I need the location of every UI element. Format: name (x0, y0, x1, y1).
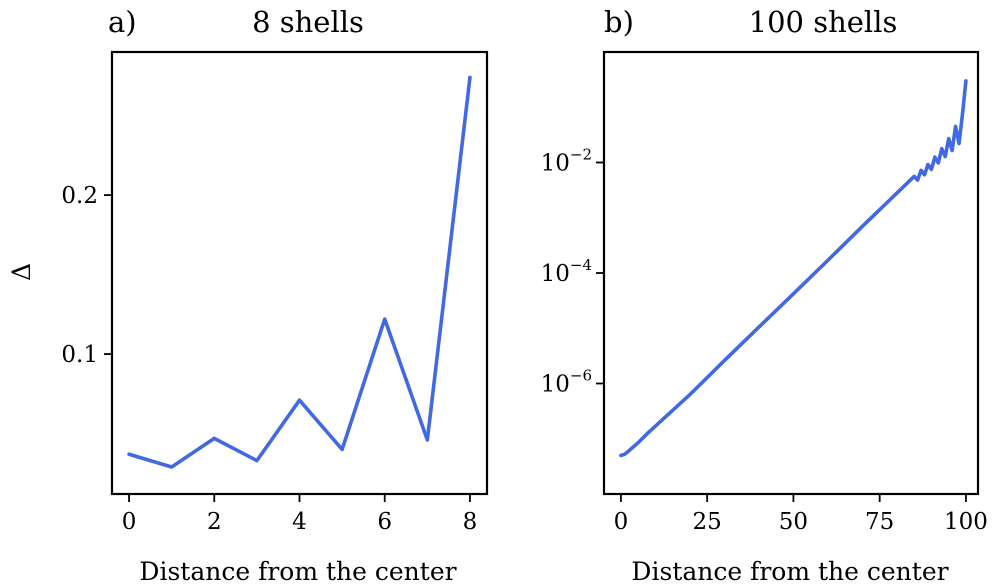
panel-a-xticks: 0 2 4 6 8 (122, 494, 478, 535)
x-tick-label: 75 (865, 509, 894, 535)
panel-a-series-line (127, 75, 472, 469)
panel-a-xlabel: Distance from the center (139, 557, 456, 586)
x-tick-label: 50 (779, 509, 808, 535)
panel-b-title: 100 shells (749, 5, 898, 39)
panel-b-frame (602, 50, 980, 496)
panel-b-tag: b) (604, 5, 634, 39)
y-tick-label-base: 10 (541, 261, 570, 287)
x-tick-label: 4 (292, 509, 307, 535)
y-tick-label-exponent: −4 (570, 256, 592, 274)
panel-a-tag: a) (108, 5, 137, 39)
x-tick-label: 25 (693, 509, 722, 535)
panel-a-title: 8 shells (252, 5, 364, 39)
panel-a-frame (110, 50, 489, 496)
panel-b-series-line (619, 79, 968, 458)
y-tick-label-base: 10 (541, 372, 570, 398)
y-tick-label: 10−6 (541, 367, 592, 398)
y-tick-label: 10−4 (541, 256, 592, 287)
panel-a: a) 8 shells Δ Distance from the center 0… (7, 5, 489, 586)
y-tick-label-exponent: −6 (570, 367, 592, 385)
x-tick-label: 0 (122, 509, 137, 535)
panel-b-yticks: 10−610−410−2 (541, 146, 604, 398)
panel-a-ylabel: Δ (7, 263, 36, 281)
x-tick-label: 8 (463, 509, 478, 535)
y-tick-label: 0.2 (61, 183, 98, 209)
panel-b-xlabel: Distance from the center (631, 557, 948, 586)
panel-a-yticks: 0.1 0.2 (61, 183, 112, 368)
x-tick-label: 6 (377, 509, 392, 535)
x-tick-label: 2 (207, 509, 222, 535)
x-tick-label: 0 (614, 509, 629, 535)
x-tick-label: 100 (944, 509, 988, 535)
panel-b: b) 100 shells Distance from the center 0… (541, 5, 988, 586)
y-tick-label-exponent: −2 (570, 146, 592, 164)
panel-b-xticks: 0 25 50 75 100 (614, 494, 988, 535)
y-tick-label: 10−2 (541, 146, 592, 177)
y-tick-label-base: 10 (541, 151, 570, 177)
y-tick-label: 0.1 (61, 342, 98, 368)
